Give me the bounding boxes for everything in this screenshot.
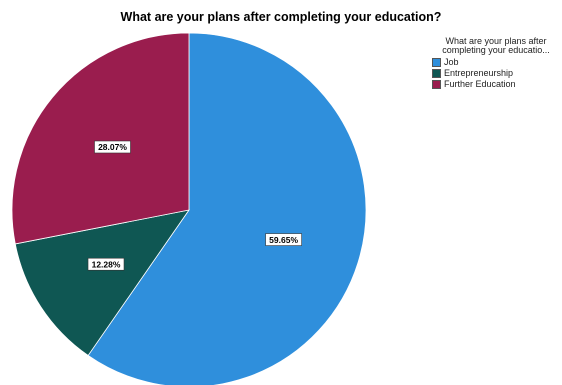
- pie-slice-entrepreneurship: [14, 209, 190, 357]
- pie-label-text: 12.28%: [92, 259, 121, 269]
- legend-swatch-further-education: [432, 80, 441, 89]
- legend-label-job: Job: [444, 57, 459, 67]
- chart-title: What are your plans after completing you…: [120, 10, 442, 24]
- pie-label-text: 59.65%: [269, 235, 298, 245]
- pie-label-job: 59.65%: [265, 233, 302, 246]
- legend-item-further-education: Further Education: [432, 79, 560, 90]
- pie-label-box: [94, 140, 131, 154]
- legend-swatch-entrepreneurship: [432, 69, 441, 78]
- legend-label-further-education: Further Education: [444, 79, 516, 89]
- pie-label-box: [87, 257, 125, 271]
- pie-slice-further-education: [11, 32, 190, 245]
- legend-item-job: Job: [432, 57, 560, 68]
- pie-slice-job: [87, 32, 367, 385]
- legend-swatch-job: [432, 58, 441, 67]
- pie-label-text: 28.07%: [98, 142, 127, 152]
- legend-label-entrepreneurship: Entrepreneurship: [444, 68, 514, 78]
- pie-label-further-education: 28.07%: [94, 140, 131, 154]
- pie-label-box: [265, 233, 302, 246]
- pie-label-entrepreneurship: 12.28%: [87, 257, 125, 271]
- legend-item-entrepreneurship: Entrepreneurship: [432, 68, 560, 79]
- legend-title: What are your plans after completing you…: [442, 36, 550, 55]
- legend: What are your plans after completing you…: [432, 37, 560, 90]
